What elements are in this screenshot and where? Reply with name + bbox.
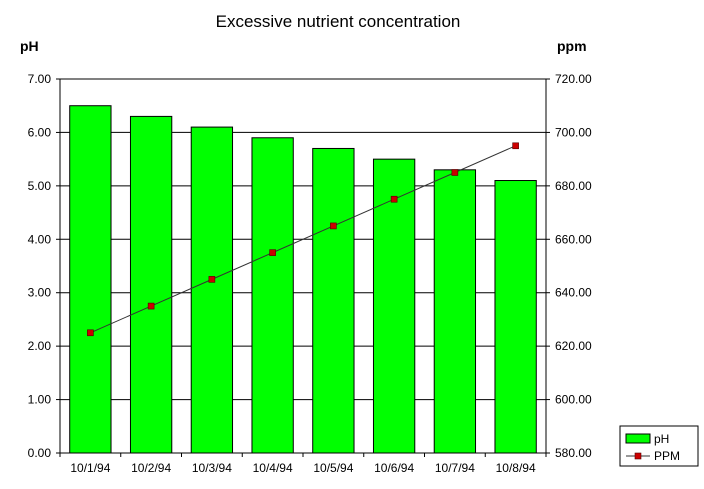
ppm-marker (390, 195, 398, 203)
x-tick-label: 10/5/94 (313, 461, 353, 475)
left-tick-label: 5.00 (28, 179, 52, 193)
x-tick-label: 10/6/94 (374, 461, 414, 475)
chart-title: Excessive nutrient concentration (216, 12, 461, 31)
ppm-marker (330, 222, 337, 230)
legend-marker-ppm (634, 452, 642, 460)
legend: pH PPM (619, 425, 699, 467)
right-tick-label: 660.00 (555, 232, 592, 246)
bar-ph (372, 158, 416, 454)
x-tick-label: 10/3/94 (192, 461, 232, 475)
bar-ph (251, 137, 294, 454)
left-tick-label: 0.00 (28, 446, 52, 460)
legend-label-ppm: PPM (654, 449, 680, 463)
bar-ph (129, 115, 173, 454)
legend-label-ph: pH (654, 432, 669, 446)
x-axis-categories: 10/1/94 10/2/94 10/3/94 10/4/94 10/5/94 10/6/… (70, 461, 536, 475)
bar-ph (433, 169, 477, 454)
ppm-marker (451, 169, 459, 176)
right-tick-label: 700.00 (555, 125, 592, 139)
left-tick-label: 1.00 (28, 393, 52, 407)
right-tick-label: 620.00 (555, 339, 592, 353)
left-tick-label: 6.00 (28, 125, 52, 139)
bar-series-ph (69, 105, 537, 454)
x-tick-label: 10/8/94 (496, 461, 536, 475)
left-tick-label: 7.00 (28, 72, 52, 86)
x-tick-label: 10/4/94 (253, 461, 293, 475)
x-tick-label: 10/1/94 (70, 461, 110, 475)
bar-ph (494, 180, 537, 454)
left-axis-ticks: 0.00 1.00 2.00 3.00 4.00 5.00 6.00 7.00 (28, 72, 52, 460)
ppm-line (90, 145, 516, 334)
left-tick-label: 4.00 (28, 232, 52, 246)
ppm-marker (208, 276, 216, 283)
right-tick-label: 580.00 (555, 446, 592, 460)
line-series-ppm (87, 142, 519, 337)
right-tick-label: 680.00 (555, 179, 592, 193)
bar-ph (69, 105, 112, 454)
left-tick-label: 2.00 (28, 339, 52, 353)
legend-swatch-ph (625, 433, 651, 444)
right-axis-ticks: 580.00 600.00 620.00 640.00 660.00 680.00 700.… (555, 72, 592, 460)
plot-frame (56, 78, 550, 457)
bar-ph (312, 147, 355, 454)
left-axis-label: pH (20, 38, 39, 54)
right-axis-label: ppm (557, 38, 587, 54)
right-tick-label: 600.00 (555, 393, 592, 407)
x-tick-label: 10/7/94 (435, 461, 475, 475)
ppm-marker (269, 249, 276, 256)
left-tick-label: 3.00 (28, 286, 52, 300)
x-tick-label: 10/2/94 (131, 461, 171, 475)
legend-box (619, 425, 699, 467)
right-tick-label: 720.00 (555, 72, 592, 86)
ppm-marker (512, 142, 519, 150)
right-tick-label: 640.00 (555, 286, 592, 300)
ppm-marker (87, 329, 94, 337)
ppm-marker (147, 302, 155, 310)
bar-ph (190, 126, 234, 454)
